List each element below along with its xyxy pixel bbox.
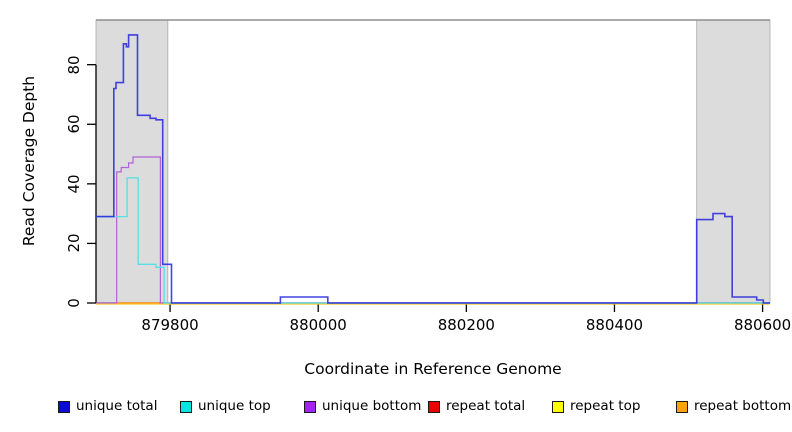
legend-label: unique bottom: [322, 398, 422, 414]
legend-label: unique top: [198, 398, 271, 414]
legend-swatch-icon: [676, 401, 688, 413]
y-tick-label: 20: [65, 233, 83, 253]
legend-label: repeat bottom: [694, 398, 792, 414]
legend-label: repeat top: [570, 398, 641, 414]
highlight-band: [95, 19, 169, 304]
x-tick-label: 880400: [585, 316, 644, 334]
legend-swatch-icon: [180, 401, 192, 413]
series-line-unique-top: [96, 177, 770, 304]
y-tick-label: 0: [65, 298, 83, 308]
series-line-unique-total: [96, 34, 770, 304]
y-tick-label: 40: [65, 174, 83, 194]
legend-swatch-icon: [428, 401, 440, 413]
x-tick-label: 879800: [141, 316, 199, 334]
legend-label: repeat total: [446, 398, 526, 414]
series-line-unique-bottom: [96, 156, 770, 304]
highlight-band: [696, 19, 771, 304]
x-tick-label: 880000: [289, 316, 347, 334]
chart-legend: unique total unique top unique bottom repea…: [0, 398, 792, 422]
y-tick-label: 80: [65, 55, 83, 75]
legend-swatch-icon: [552, 401, 564, 413]
legend-swatch-icon: [304, 401, 316, 413]
legend-label: unique total: [76, 398, 158, 414]
legend-swatch-icon: [58, 401, 70, 413]
y-tick-label: 60: [65, 114, 83, 134]
x-axis-title: Coordinate in Reference Genome: [304, 360, 562, 378]
x-tick-label: 880200: [437, 316, 495, 334]
x-tick-label: 880600: [733, 316, 792, 334]
y-axis-title: Read Coverage Depth: [20, 75, 38, 247]
